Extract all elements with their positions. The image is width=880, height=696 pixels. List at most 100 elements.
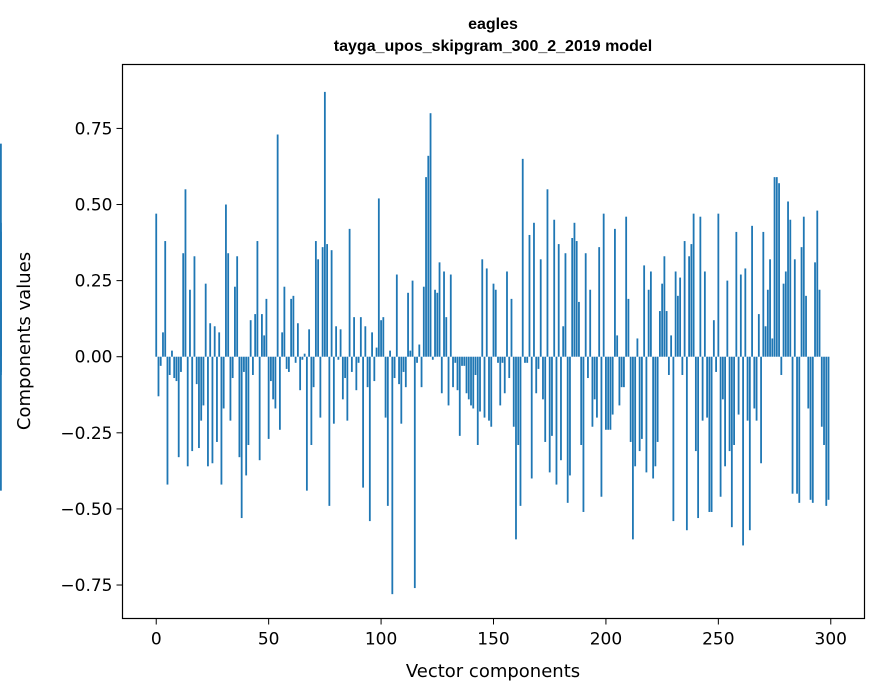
bar-169 xyxy=(535,356,538,394)
y-axis-ticks: −0.75 −0.50 −0.25 0.00 0.25 0.50 0.75 xyxy=(60,119,123,596)
bar-295 xyxy=(818,289,821,357)
bar-16 xyxy=(191,356,194,452)
bar-270 xyxy=(762,231,765,357)
bar-96 xyxy=(371,332,373,357)
bar-141 xyxy=(472,356,475,409)
bar-131 xyxy=(449,274,452,357)
bar-194 xyxy=(591,356,594,427)
bar-294 xyxy=(816,210,819,357)
bar-106 xyxy=(393,356,396,379)
bar-227 xyxy=(665,311,668,357)
bar-88 xyxy=(353,317,355,357)
bar-115 xyxy=(413,356,416,589)
bar-67 xyxy=(305,356,308,491)
bar-286 xyxy=(798,356,801,503)
bar-253 xyxy=(724,356,726,467)
bar-185 xyxy=(571,238,574,357)
bar-231 xyxy=(674,271,677,357)
bar-124 xyxy=(434,289,436,357)
bar-58 xyxy=(285,356,288,369)
bar-4 xyxy=(164,241,167,357)
x-tick-label: 150 xyxy=(477,630,509,650)
bar-47 xyxy=(261,314,263,357)
bar-15 xyxy=(189,289,191,357)
bar-73 xyxy=(319,356,322,418)
bar-117 xyxy=(418,344,421,357)
bar-249 xyxy=(715,356,717,372)
bar-7 xyxy=(171,350,173,357)
bar-132 xyxy=(452,356,454,388)
y-tick-label: −0.75 xyxy=(60,576,112,596)
bar-198 xyxy=(600,356,603,497)
bar-44 xyxy=(254,314,257,357)
bar-206 xyxy=(618,356,621,406)
bar-78 xyxy=(330,250,333,357)
bar-127 xyxy=(440,356,443,394)
bar-46 xyxy=(258,356,261,461)
bar-54 xyxy=(276,134,279,357)
bar-66 xyxy=(303,353,306,357)
bar-95 xyxy=(368,356,371,522)
bar-258 xyxy=(735,231,738,357)
bar-61 xyxy=(292,295,295,357)
bar-65 xyxy=(301,356,304,360)
bar-25 xyxy=(211,356,214,464)
bar-120 xyxy=(425,177,427,357)
bar-60 xyxy=(290,298,293,357)
bar-48 xyxy=(263,335,266,357)
bar-158 xyxy=(510,298,513,357)
bar-0 xyxy=(155,213,158,357)
bar-undefined xyxy=(0,231,2,357)
bar-42 xyxy=(249,320,252,357)
bar-219 xyxy=(647,289,650,357)
bar-84 xyxy=(344,356,346,379)
bar-180 xyxy=(560,356,562,461)
bar-237 xyxy=(688,256,691,357)
bar-45 xyxy=(256,241,259,357)
bar-97 xyxy=(373,356,376,382)
bar-161 xyxy=(517,356,520,445)
bar-51 xyxy=(270,356,272,382)
bar-128 xyxy=(443,271,445,357)
bar-274 xyxy=(771,338,774,357)
bar-177 xyxy=(553,219,556,357)
bar-118 xyxy=(420,356,423,388)
bar-242 xyxy=(699,216,702,357)
bar-268 xyxy=(757,314,760,357)
bar-189 xyxy=(580,356,583,445)
bar-34 xyxy=(231,356,234,379)
bar-156 xyxy=(506,271,508,357)
bar-19 xyxy=(198,356,200,449)
bar-153 xyxy=(499,356,502,406)
x-axis-label: Vector components xyxy=(406,661,580,682)
x-tick-label: 0 xyxy=(151,630,162,650)
bar-201 xyxy=(607,356,610,430)
bar-254 xyxy=(726,280,729,357)
bar-205 xyxy=(616,335,619,357)
bar-82 xyxy=(339,329,342,357)
bar-182 xyxy=(564,253,567,357)
bar-111 xyxy=(404,356,407,388)
bar-35 xyxy=(234,286,236,357)
bar-134 xyxy=(456,356,459,391)
bar-23 xyxy=(207,356,209,467)
bar-17 xyxy=(193,256,196,357)
bar-undefined xyxy=(0,301,2,357)
bar-229 xyxy=(670,335,673,357)
y-tick-label: 0.75 xyxy=(75,119,113,139)
bar-261 xyxy=(742,356,744,546)
bar-21 xyxy=(202,356,205,406)
bar-203 xyxy=(611,356,614,415)
bar-63 xyxy=(296,323,299,357)
bar-104 xyxy=(389,350,391,357)
bar-272 xyxy=(766,289,769,357)
bar-165 xyxy=(526,356,529,363)
bar-199 xyxy=(602,213,605,357)
bar-108 xyxy=(398,356,400,385)
bar-170 xyxy=(537,356,540,369)
bar-204 xyxy=(614,228,616,357)
bar-260 xyxy=(739,274,742,357)
bar-53 xyxy=(274,356,277,409)
bar-157 xyxy=(508,356,511,379)
bar-289 xyxy=(805,295,807,357)
